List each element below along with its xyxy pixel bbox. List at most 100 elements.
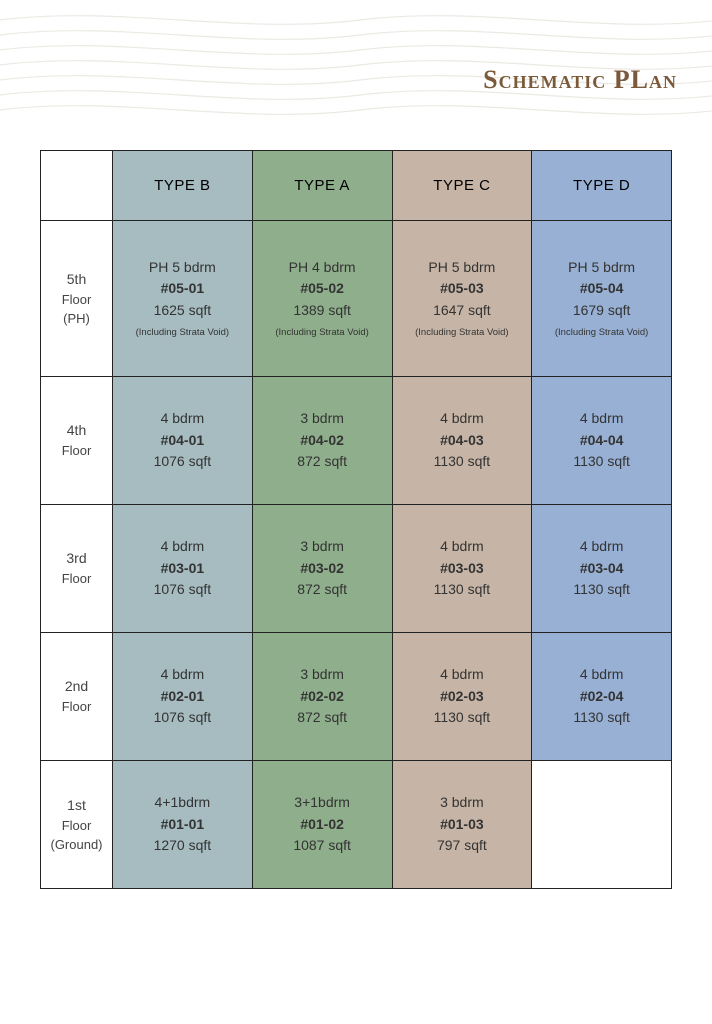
unit-number: #04-04	[533, 430, 670, 452]
unit-type: 3 bdrm	[254, 408, 391, 430]
strata-note: (Including Strata Void)	[394, 326, 531, 341]
unit-type: 3+1bdrm	[254, 792, 391, 814]
page-title: Schematic PLan	[0, 0, 712, 125]
unit-number: #05-04	[533, 278, 670, 300]
unit-number: #02-04	[533, 686, 670, 708]
table-row: 2ndFloor4 bdrm#02-011076 sqft3 bdrm#02-0…	[41, 633, 672, 761]
empty-cell	[532, 761, 672, 889]
unit-number: #05-01	[114, 278, 251, 300]
unit-area: 1130 sqft	[394, 707, 531, 729]
corner-cell	[41, 151, 113, 221]
unit-area: 1389 sqft	[254, 300, 391, 322]
unit-number: #03-02	[254, 558, 391, 580]
floor-label: 2ndFloor	[41, 633, 113, 761]
unit-type: 4 bdrm	[533, 664, 670, 686]
unit-cell: 4 bdrm#04-011076 sqft	[113, 377, 253, 505]
floor-label: 1stFloor(Ground)	[41, 761, 113, 889]
unit-area: 1270 sqft	[114, 835, 251, 857]
unit-cell: 4 bdrm#04-041130 sqft	[532, 377, 672, 505]
unit-number: #02-03	[394, 686, 531, 708]
unit-type: 3 bdrm	[394, 792, 531, 814]
unit-cell: 3 bdrm#01-03797 sqft	[392, 761, 532, 889]
unit-number: #02-02	[254, 686, 391, 708]
unit-area: 1130 sqft	[533, 579, 670, 601]
unit-type: PH 5 bdrm	[114, 257, 251, 279]
unit-area: 1087 sqft	[254, 835, 391, 857]
unit-number: #04-02	[254, 430, 391, 452]
unit-type: 4 bdrm	[533, 408, 670, 430]
unit-area: 872 sqft	[254, 451, 391, 473]
unit-cell: 4 bdrm#03-041130 sqft	[532, 505, 672, 633]
unit-type: 4 bdrm	[533, 536, 670, 558]
col-header: TYPE C	[392, 151, 532, 221]
unit-cell: 4 bdrm#02-031130 sqft	[392, 633, 532, 761]
unit-area: 872 sqft	[254, 707, 391, 729]
unit-cell: 4 bdrm#02-011076 sqft	[113, 633, 253, 761]
unit-number: #04-01	[114, 430, 251, 452]
unit-number: #01-01	[114, 814, 251, 836]
unit-number: #01-02	[254, 814, 391, 836]
unit-cell: PH 5 bdrm#05-041679 sqft (Including Strat…	[532, 221, 672, 377]
unit-cell: PH 5 bdrm#05-031647 sqft (Including Strat…	[392, 221, 532, 377]
table-row: 3rdFloor4 bdrm#03-011076 sqft3 bdrm#03-0…	[41, 505, 672, 633]
col-header: TYPE D	[532, 151, 672, 221]
unit-cell: 4 bdrm#03-031130 sqft	[392, 505, 532, 633]
unit-area: 797 sqft	[394, 835, 531, 857]
strata-note: (Including Strata Void)	[533, 326, 670, 341]
unit-cell: 3 bdrm#03-02872 sqft	[252, 505, 392, 633]
schematic-table: TYPE B TYPE A TYPE C TYPE D 5thFloor(PH)…	[40, 150, 672, 889]
unit-type: 4 bdrm	[394, 408, 531, 430]
unit-cell: 4 bdrm#04-031130 sqft	[392, 377, 532, 505]
unit-cell: 3 bdrm#04-02872 sqft	[252, 377, 392, 505]
table-row: 4thFloor4 bdrm#04-011076 sqft3 bdrm#04-0…	[41, 377, 672, 505]
unit-cell: PH 5 bdrm#05-011625 sqft (Including Strat…	[113, 221, 253, 377]
unit-type: 3 bdrm	[254, 536, 391, 558]
unit-type: PH 5 bdrm	[394, 257, 531, 279]
unit-number: #05-02	[254, 278, 391, 300]
unit-area: 1076 sqft	[114, 707, 251, 729]
strata-note: (Including Strata Void)	[254, 326, 391, 341]
unit-number: #03-04	[533, 558, 670, 580]
unit-area: 1647 sqft	[394, 300, 531, 322]
unit-number: #03-01	[114, 558, 251, 580]
unit-cell: 4 bdrm#02-041130 sqft	[532, 633, 672, 761]
col-header: TYPE A	[252, 151, 392, 221]
unit-area: 872 sqft	[254, 579, 391, 601]
floor-label: 4thFloor	[41, 377, 113, 505]
unit-area: 1130 sqft	[394, 579, 531, 601]
table-row: 5thFloor(PH)PH 5 bdrm#05-011625 sqft(Inc…	[41, 221, 672, 377]
unit-type: 4 bdrm	[114, 408, 251, 430]
table-row: 1stFloor(Ground)4+1bdrm#01-011270 sqft3+…	[41, 761, 672, 889]
unit-cell: 4 bdrm#03-011076 sqft	[113, 505, 253, 633]
unit-area: 1625 sqft	[114, 300, 251, 322]
header-row: TYPE B TYPE A TYPE C TYPE D	[41, 151, 672, 221]
col-header: TYPE B	[113, 151, 253, 221]
unit-type: 4 bdrm	[114, 664, 251, 686]
table-body: 5thFloor(PH)PH 5 bdrm#05-011625 sqft(Inc…	[41, 221, 672, 889]
unit-type: 4+1bdrm	[114, 792, 251, 814]
floor-label: 5thFloor(PH)	[41, 221, 113, 377]
unit-cell: 3 bdrm#02-02872 sqft	[252, 633, 392, 761]
unit-cell: 4+1bdrm#01-011270 sqft	[113, 761, 253, 889]
unit-area: 1130 sqft	[533, 451, 670, 473]
unit-number: #04-03	[394, 430, 531, 452]
unit-type: PH 4 bdrm	[254, 257, 391, 279]
unit-number: #01-03	[394, 814, 531, 836]
unit-number: #02-01	[114, 686, 251, 708]
unit-type: 3 bdrm	[254, 664, 391, 686]
unit-area: 1076 sqft	[114, 451, 251, 473]
unit-area: 1679 sqft	[533, 300, 670, 322]
unit-area: 1130 sqft	[533, 707, 670, 729]
unit-type: 4 bdrm	[394, 536, 531, 558]
floor-label: 3rdFloor	[41, 505, 113, 633]
unit-type: 4 bdrm	[394, 664, 531, 686]
unit-number: #03-03	[394, 558, 531, 580]
unit-type: 4 bdrm	[114, 536, 251, 558]
strata-note: (Including Strata Void)	[114, 326, 251, 341]
unit-type: PH 5 bdrm	[533, 257, 670, 279]
unit-area: 1130 sqft	[394, 451, 531, 473]
unit-cell: PH 4 bdrm#05-021389 sqft (Including Strat…	[252, 221, 392, 377]
unit-area: 1076 sqft	[114, 579, 251, 601]
unit-number: #05-03	[394, 278, 531, 300]
unit-cell: 3+1bdrm#01-021087 sqft	[252, 761, 392, 889]
